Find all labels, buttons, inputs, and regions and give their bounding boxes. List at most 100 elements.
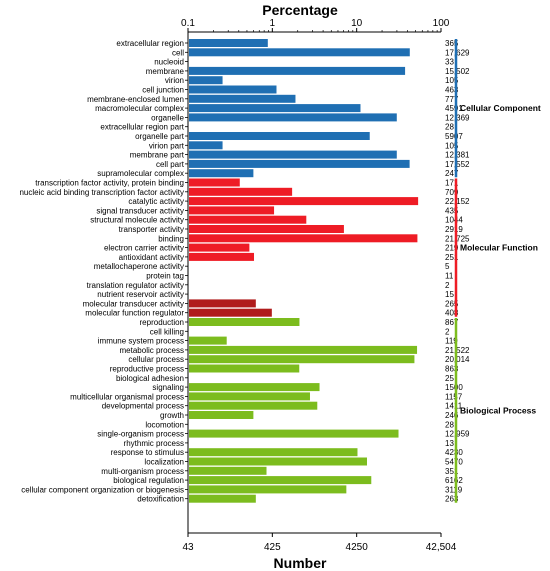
- category-label: catalytic activity: [128, 197, 184, 206]
- bar: [189, 494, 256, 503]
- count-label: 28: [445, 123, 454, 132]
- count-label: 3119: [445, 485, 463, 494]
- category-label: organelle part: [135, 132, 185, 141]
- category-label: supramolecular complex: [97, 169, 184, 178]
- category-label: signaling: [152, 383, 184, 392]
- count-label: 2: [445, 327, 450, 336]
- count-label: 1500: [445, 383, 463, 392]
- category-label: cell part: [156, 160, 185, 169]
- category-label: transporter activity: [119, 225, 184, 234]
- bottom-axis-tick-label: 425: [264, 542, 281, 553]
- top-axis-tick-label: 10: [351, 18, 363, 29]
- bar: [189, 197, 419, 206]
- category-label: macromolecular complex: [95, 104, 184, 113]
- category-label: cell: [172, 48, 184, 57]
- top-axis-title: Percentage: [262, 2, 338, 18]
- count-label: 1411: [445, 402, 463, 411]
- count-label: 25: [445, 374, 454, 383]
- bar: [189, 178, 240, 187]
- bar: [189, 392, 310, 401]
- count-label: 2919: [445, 225, 463, 234]
- bar: [189, 318, 300, 326]
- count-label: 1157: [445, 392, 463, 401]
- category-label: cell killing: [150, 327, 184, 336]
- top-axis-tick-label: 1: [270, 18, 276, 29]
- count-label: 12,381: [445, 151, 470, 160]
- category-label: multi-organism process: [101, 467, 184, 476]
- bar: [189, 308, 272, 317]
- category-label: nucleoid: [154, 58, 184, 67]
- group-label: Cellular Component: [460, 103, 541, 113]
- bar: [189, 457, 367, 466]
- category-label: locomotion: [145, 420, 184, 429]
- bar: [189, 411, 254, 419]
- count-label: 11: [445, 272, 454, 281]
- category-label: membrane-enclosed lumen: [87, 95, 184, 104]
- count-label: 435: [445, 206, 459, 215]
- bar: [189, 132, 370, 140]
- bar: [189, 187, 293, 196]
- category-label: biological adhesion: [116, 374, 184, 383]
- category-label: multicellular organismal process: [70, 392, 184, 401]
- bar: [189, 345, 418, 354]
- category-label: reproduction: [140, 318, 184, 327]
- bottom-axis-tick-label: 42,504: [426, 542, 457, 553]
- count-label: 2: [445, 281, 450, 290]
- bar: [189, 429, 399, 438]
- count-label: 4230: [445, 448, 463, 457]
- count-label: 15: [445, 290, 454, 299]
- category-label: metabolic process: [120, 346, 184, 355]
- bar: [189, 85, 277, 94]
- category-label: reproductive process: [110, 365, 184, 374]
- bottom-axis-tick-label: 4250: [346, 542, 369, 553]
- count-label: 263: [445, 495, 459, 504]
- category-label: nucleic acid binding transcription facto…: [19, 188, 184, 197]
- count-label: 13: [445, 439, 454, 448]
- bar: [189, 141, 223, 150]
- count-label: 21,522: [445, 346, 470, 355]
- bar: [189, 76, 223, 85]
- top-axis-tick-label: 100: [433, 18, 450, 29]
- category-label: electron carrier activity: [104, 244, 184, 253]
- count-label: 247: [445, 169, 459, 178]
- bar: [189, 466, 267, 475]
- count-label: 20,014: [445, 355, 470, 364]
- count-label: 365: [445, 39, 459, 48]
- category-label: protein tag: [146, 272, 184, 281]
- bar: [189, 243, 250, 252]
- bar: [189, 299, 256, 308]
- category-label: translation regulator activity: [87, 281, 184, 290]
- count-label: 863: [445, 365, 459, 374]
- count-label: 119: [445, 337, 458, 346]
- category-label: molecular transducer activity: [83, 299, 184, 308]
- count-label: 408: [445, 309, 459, 318]
- category-label: developmental process: [102, 402, 184, 411]
- category-label: virion part: [149, 141, 185, 150]
- bar: [189, 39, 268, 47]
- top-axis-tick-label: 0.1: [181, 18, 195, 29]
- count-label: 17,552: [445, 160, 470, 169]
- bottom-axis-title: Number: [274, 555, 327, 571]
- category-label: biological regulation: [113, 476, 184, 485]
- category-label: cellular component organization or bioge…: [21, 485, 184, 494]
- bar: [189, 113, 397, 122]
- bar: [189, 169, 254, 178]
- category-label: metallochaperone activity: [94, 262, 184, 271]
- count-label: 4591: [445, 104, 463, 113]
- category-label: signal transducer activity: [96, 206, 184, 215]
- category-label: structural molecule activity: [90, 216, 184, 225]
- bar: [189, 225, 344, 233]
- category-label: response to stimulus: [111, 448, 184, 457]
- bar: [189, 355, 415, 364]
- count-label: 1044: [445, 216, 463, 225]
- bar: [189, 104, 361, 113]
- category-label: transcription factor activity, protein b…: [35, 179, 184, 188]
- category-label: rhythmic process: [124, 439, 184, 448]
- group-label: Biological Process: [460, 405, 536, 415]
- bar: [189, 66, 406, 75]
- bar: [189, 48, 410, 57]
- count-label: 28: [445, 420, 454, 429]
- count-label: 17,629: [445, 48, 470, 57]
- count-label: 777: [445, 95, 459, 104]
